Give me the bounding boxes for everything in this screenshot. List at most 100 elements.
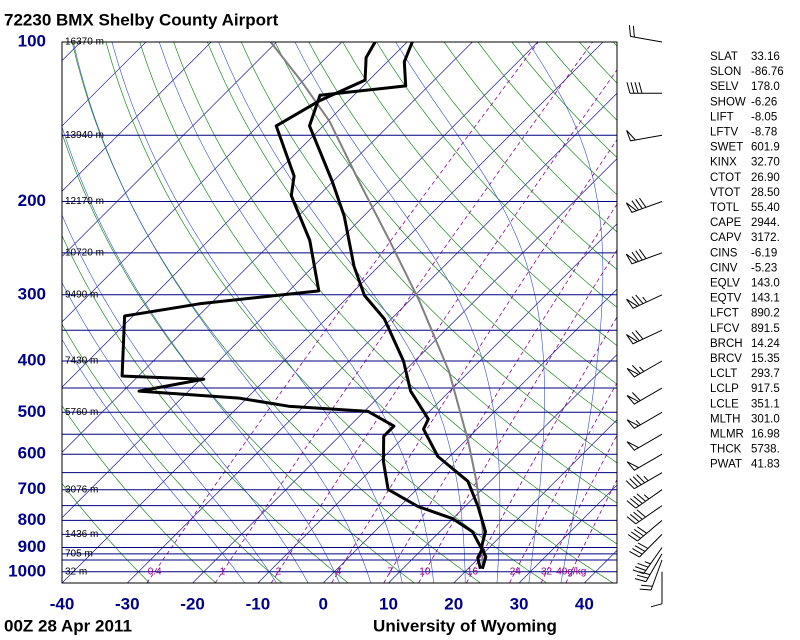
height-label: 16370 m xyxy=(65,37,104,48)
wind-barb xyxy=(639,559,663,591)
stat-name: SHOW xyxy=(710,96,746,108)
y-tick-label: 1000 xyxy=(8,561,46,580)
dry-adiabat xyxy=(207,42,617,504)
height-label: 9490 m xyxy=(65,289,98,300)
wind-barb xyxy=(632,547,663,575)
stat-value: 351.1 xyxy=(751,398,780,410)
moist-adiabat xyxy=(528,42,604,583)
mixing-ratio-label: 7 xyxy=(387,566,393,577)
y-tick-label: 300 xyxy=(18,284,46,303)
x-tick-label: 10 xyxy=(379,594,398,613)
stat-value: 28.50 xyxy=(751,187,780,199)
isotherm xyxy=(62,42,473,453)
stat-name: MLTH xyxy=(710,413,740,425)
stat-value: -86.76 xyxy=(751,66,784,78)
dry-adiabat xyxy=(62,234,349,583)
stat-name: VTOT xyxy=(710,187,740,199)
moist-adiabat xyxy=(218,42,466,583)
wind-barb xyxy=(626,82,662,94)
wind-barb xyxy=(627,520,663,542)
stat-value: 33.16 xyxy=(751,51,780,63)
moist-adiabat xyxy=(62,338,246,583)
y-tick-label: 600 xyxy=(18,444,46,463)
chart-title: 72230 BMX Shelby County Airport xyxy=(4,10,279,29)
dry-adiabat xyxy=(62,482,150,583)
moist-adiabat xyxy=(111,42,403,583)
stat-name: THCK xyxy=(710,444,742,456)
wind-barb xyxy=(626,329,663,345)
stat-name: CINS xyxy=(710,247,738,259)
wind-barb xyxy=(626,130,663,142)
stat-value: 890.2 xyxy=(751,308,780,320)
footer-credit: University of Wyoming xyxy=(373,616,557,635)
moist-adiabat xyxy=(62,282,277,583)
mixing-ratio-label: 32 xyxy=(541,566,553,577)
y-tick-label: 900 xyxy=(18,537,46,556)
stat-value: 2944. xyxy=(751,217,780,229)
stat-name: BRCV xyxy=(710,353,742,365)
wind-barb xyxy=(626,505,663,525)
stat-value: -5.23 xyxy=(751,262,777,274)
stat-name: CTOT xyxy=(710,172,741,184)
mixing-ratio-line xyxy=(270,69,617,583)
height-label: 10720 m xyxy=(65,247,104,258)
stat-name: CAPV xyxy=(710,232,742,244)
isotherm xyxy=(192,158,617,583)
temperature-profile xyxy=(308,42,488,570)
plot-frame xyxy=(61,41,618,584)
isotherm xyxy=(62,42,277,258)
dry-adiabat xyxy=(62,405,217,583)
wind-barb xyxy=(626,360,663,378)
height-label: 13940 m xyxy=(65,130,104,141)
mixing-ratio-label: 10 xyxy=(419,566,431,577)
stat-name: BRCH xyxy=(710,338,743,350)
stat-value: -6.26 xyxy=(751,96,777,108)
stat-value: 143.0 xyxy=(751,278,780,290)
stat-name: SELV xyxy=(710,81,739,93)
moist-adiabat xyxy=(62,125,340,583)
y-tick-label: 500 xyxy=(18,402,46,421)
y-tick-label: 400 xyxy=(18,350,46,369)
dewpoint-profile xyxy=(120,42,484,570)
stat-value: 3172. xyxy=(751,232,780,244)
footer-date: 00Z 28 Apr 2011 xyxy=(4,616,132,635)
stat-name: LCLP xyxy=(710,383,739,395)
foreground: 0.4 1 2 4 7 10 16 24 32 40g/kg1002003004005006007… xyxy=(8,25,784,613)
wind-barb xyxy=(625,472,663,490)
x-tick-label: -20 xyxy=(180,594,205,613)
isotherm xyxy=(62,42,408,388)
mixing-ratio-label: 16 xyxy=(467,566,479,577)
x-tick-label: 20 xyxy=(444,594,463,613)
moist-adiabat xyxy=(294,42,501,583)
isotherm xyxy=(62,42,604,583)
wind-barb xyxy=(634,553,663,583)
stat-value: 14.24 xyxy=(751,338,780,350)
height-label: 12170 m xyxy=(65,196,104,207)
stat-value: 601.9 xyxy=(751,142,780,154)
stat-value: 891.5 xyxy=(751,323,780,335)
mixing-ratio-label: 40g/kg xyxy=(556,566,586,577)
moist-adiabat xyxy=(158,42,434,583)
stat-name: EQLV xyxy=(710,278,740,290)
x-tick-label: -30 xyxy=(115,594,140,613)
x-tick-label: 30 xyxy=(510,594,529,613)
stat-value: -6.19 xyxy=(751,247,777,259)
stat-name: LFTV xyxy=(710,127,738,139)
dry-adiabat xyxy=(274,42,617,424)
y-tick-label: 700 xyxy=(18,479,46,498)
parcel-profile xyxy=(269,42,484,569)
stat-value: 293.7 xyxy=(751,368,780,380)
mixing-ratio-line xyxy=(509,382,617,583)
moist-adiabat xyxy=(395,42,545,583)
wind-barb xyxy=(650,571,663,608)
stat-name: LFCV xyxy=(710,323,740,335)
stat-name: TOTL xyxy=(710,202,740,214)
stat-name: SWET xyxy=(710,142,743,154)
mixing-ratio-label: 1 xyxy=(220,566,226,577)
stat-name: EQTV xyxy=(710,293,742,305)
dry-adiabat xyxy=(376,42,617,308)
height-label: 705 m xyxy=(65,548,93,559)
x-tick-label: -40 xyxy=(50,594,75,613)
